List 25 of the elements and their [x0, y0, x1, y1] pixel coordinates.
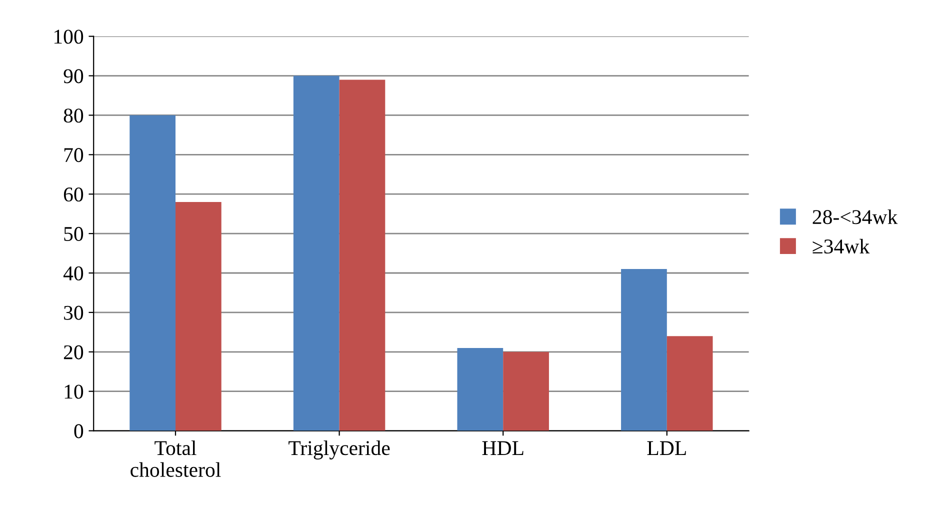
y-tick-label: 80 [64, 108, 84, 123]
bar [666, 336, 713, 431]
bar [457, 348, 504, 431]
bar [176, 202, 222, 431]
y-tick-label: 40 [63, 266, 84, 280]
bar [621, 269, 667, 431]
bar [503, 352, 549, 431]
legend-label: 28-<34wk [812, 209, 898, 224]
bar [293, 76, 340, 431]
y-tick-label: 0 [74, 424, 84, 438]
x-tick-label: HDL [482, 441, 524, 455]
y-tick-label: 30 [64, 306, 84, 320]
y-tick-label: 50 [64, 226, 84, 241]
y-tick-label: 100 [54, 30, 84, 44]
y-tick-label: 60 [64, 187, 84, 202]
legend-label: ≥34wk [812, 238, 870, 254]
y-tick-label: 10 [64, 384, 84, 399]
bar [339, 80, 386, 431]
x-tick-label: Triglyceride [288, 440, 390, 460]
x-tick-label: Total cholesterol [130, 440, 221, 477]
y-tick-label: 90 [64, 69, 84, 84]
y-tick-label: 20 [64, 345, 84, 360]
x-tick-label: LDL [647, 441, 686, 455]
y-tick-label: 70 [64, 148, 84, 162]
bar [130, 115, 176, 431]
